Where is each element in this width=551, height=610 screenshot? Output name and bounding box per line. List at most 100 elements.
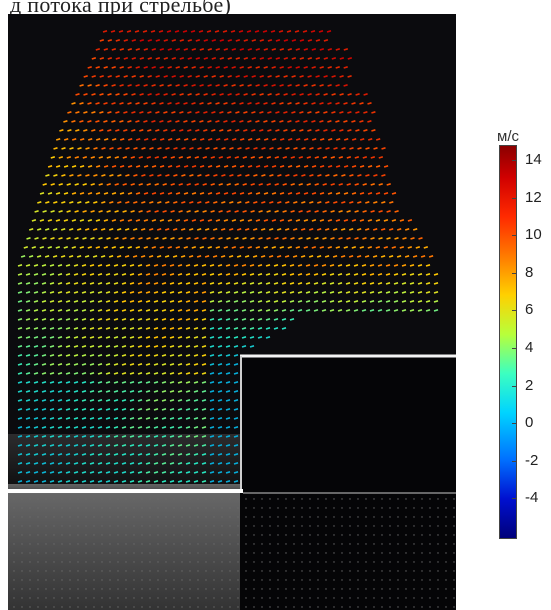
grid-dot xyxy=(285,543,287,545)
velocity-vector xyxy=(85,174,90,177)
grid-dot xyxy=(45,516,47,518)
velocity-vector xyxy=(17,435,23,438)
grid-dot xyxy=(69,498,71,500)
velocity-vector xyxy=(177,462,183,465)
velocity-vector xyxy=(191,138,197,141)
velocity-vector xyxy=(57,435,63,438)
velocity-vector xyxy=(409,300,415,303)
velocity-vector xyxy=(143,120,148,123)
grid-dot xyxy=(325,588,327,590)
velocity-vector xyxy=(73,480,79,483)
velocity-vector xyxy=(331,129,336,132)
grid-dot xyxy=(349,606,351,608)
velocity-vector xyxy=(329,300,335,303)
velocity-vector xyxy=(251,39,257,42)
velocity-vector xyxy=(25,444,31,447)
grid-dot xyxy=(317,534,319,536)
velocity-vector xyxy=(93,174,98,177)
velocity-vector xyxy=(381,201,386,204)
velocity-vector xyxy=(229,201,234,204)
velocity-vector xyxy=(103,192,109,195)
velocity-vector xyxy=(203,93,208,96)
velocity-vector xyxy=(65,336,71,339)
velocity-vector xyxy=(114,156,120,159)
velocity-vector xyxy=(97,363,103,366)
velocity-vector xyxy=(138,210,143,213)
velocity-vector xyxy=(17,444,23,447)
velocity-vector xyxy=(179,93,184,96)
velocity-vector xyxy=(241,345,247,348)
velocity-vector xyxy=(161,471,167,474)
grid-dot xyxy=(69,597,71,599)
velocity-vector xyxy=(129,300,135,303)
grid-dot xyxy=(85,606,87,608)
velocity-vector xyxy=(87,120,92,123)
grid-dot xyxy=(325,543,327,545)
velocity-vector xyxy=(97,345,103,348)
velocity-vector xyxy=(189,147,194,150)
velocity-vector xyxy=(119,192,125,195)
velocity-vector xyxy=(321,309,327,312)
grid-dot xyxy=(397,588,399,590)
grid-dot xyxy=(53,525,55,527)
grid-dot xyxy=(37,597,39,599)
velocity-vector xyxy=(409,309,415,312)
velocity-vector xyxy=(201,417,207,420)
grid-dot xyxy=(149,579,151,581)
velocity-vector xyxy=(130,210,135,213)
velocity-vector xyxy=(87,102,92,105)
velocity-vector xyxy=(245,174,250,177)
velocity-vector xyxy=(137,345,143,348)
velocity-vector xyxy=(231,138,237,141)
velocity-vector xyxy=(283,39,289,42)
velocity-vector xyxy=(49,453,55,456)
grid-dot xyxy=(381,606,383,608)
grid-dot xyxy=(237,552,239,554)
velocity-vector xyxy=(169,273,175,276)
velocity-vector xyxy=(77,174,82,177)
velocity-vector xyxy=(357,174,362,177)
velocity-vector xyxy=(297,282,303,285)
velocity-vector xyxy=(74,237,79,240)
grid-dot xyxy=(245,507,247,509)
floor-shadow-region xyxy=(8,434,243,489)
velocity-vector xyxy=(247,66,252,69)
grid-dot xyxy=(13,543,15,545)
grid-dot xyxy=(365,552,367,554)
grid-dot xyxy=(357,552,359,554)
velocity-vector xyxy=(161,372,167,375)
grid-dot xyxy=(453,570,455,572)
velocity-vector xyxy=(227,75,232,78)
velocity-vector xyxy=(105,480,111,483)
velocity-vector xyxy=(138,156,144,159)
grid-dot xyxy=(29,579,31,581)
velocity-vector xyxy=(227,39,233,42)
grid-dot xyxy=(389,525,391,527)
velocity-vector xyxy=(155,93,160,96)
velocity-vector xyxy=(81,309,87,312)
grid-dot xyxy=(277,588,279,590)
velocity-vector xyxy=(291,111,296,114)
grid-dot xyxy=(261,570,263,572)
grid-dot xyxy=(405,597,407,599)
velocity-vector xyxy=(146,183,151,186)
velocity-vector xyxy=(119,138,125,141)
velocity-vector xyxy=(57,273,63,276)
grid-dot xyxy=(53,543,55,545)
velocity-vector xyxy=(79,246,85,249)
velocity-vector xyxy=(193,363,199,366)
velocity-vector xyxy=(34,210,39,213)
velocity-vector xyxy=(361,282,367,285)
velocity-vector xyxy=(319,192,325,195)
velocity-vector xyxy=(315,93,320,96)
grid-dot xyxy=(165,534,167,536)
velocity-vector xyxy=(207,246,213,249)
grid-dot xyxy=(413,534,415,536)
grid-dot xyxy=(197,570,199,572)
velocity-vector xyxy=(59,129,64,132)
grid-dot xyxy=(117,525,119,527)
grid-dot xyxy=(221,588,223,590)
velocity-vector xyxy=(371,111,376,114)
grid-dot xyxy=(453,597,455,599)
velocity-vector xyxy=(247,120,252,123)
